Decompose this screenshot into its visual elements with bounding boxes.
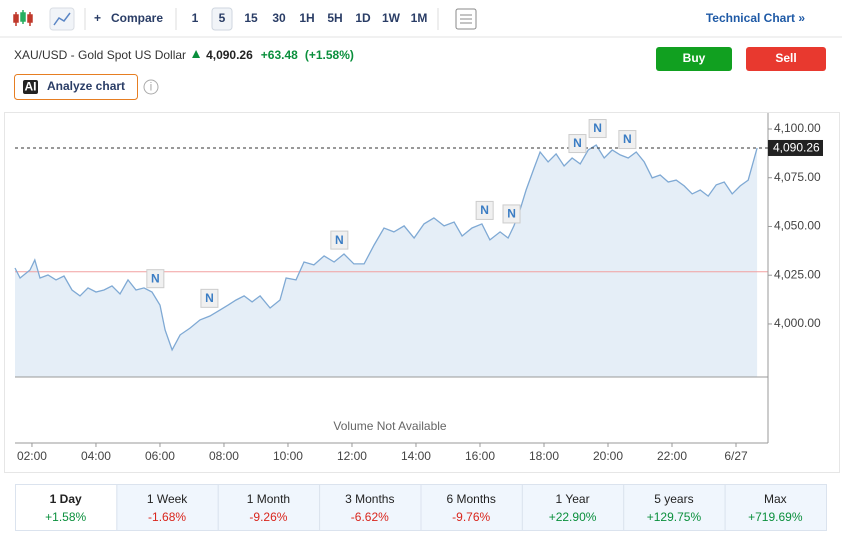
period-cell[interactable]: [724, 484, 827, 531]
news-marker[interactable]: [618, 130, 637, 150]
period-cell[interactable]: [623, 484, 726, 531]
period-change: +22.90%: [549, 510, 597, 524]
period-name: Max: [764, 492, 787, 506]
period-cell[interactable]: [15, 484, 118, 531]
period-name: 1 Week: [147, 492, 188, 506]
y-tick-label: 4,000.00: [774, 316, 821, 330]
period-cell[interactable]: [217, 484, 321, 531]
interval-button[interactable]: 1M: [411, 11, 428, 25]
period-cell[interactable]: [116, 484, 219, 531]
period-name: 1 Month: [247, 492, 290, 506]
news-marker[interactable]: [588, 119, 607, 139]
x-tick-label: 22:00: [657, 449, 687, 463]
x-tick-label: 16:00: [465, 449, 495, 463]
period-change: -6.62%: [351, 510, 389, 524]
period-change: +1.58%: [45, 510, 86, 524]
x-tick-label: 08:00: [209, 449, 239, 463]
x-tick-label: 6/27: [724, 449, 748, 463]
ai-badge-label: AI: [25, 80, 37, 94]
x-tick-label: 20:00: [593, 449, 623, 463]
x-tick-label: 06:00: [145, 449, 175, 463]
interval-button[interactable]: 5H: [327, 11, 342, 25]
plus-icon: +: [94, 11, 101, 25]
analyze-label: Analyze chart: [47, 79, 125, 93]
news-marker-label: N: [623, 132, 632, 146]
interval-button[interactable]: 1W: [382, 11, 401, 25]
news-marker-label: N: [507, 207, 516, 221]
info-icon-glyph: i: [150, 80, 153, 94]
period-name: 6 Months: [447, 492, 496, 506]
period-change: -9.26%: [249, 510, 287, 524]
x-tick-label: 10:00: [273, 449, 303, 463]
chart-frame: [4, 112, 840, 473]
period-name: 3 Months: [345, 492, 394, 506]
x-tick-label: 04:00: [81, 449, 111, 463]
news-marker[interactable]: [146, 269, 165, 289]
analyze-button[interactable]: [14, 74, 138, 100]
interval-button[interactable]: 30: [272, 11, 286, 25]
y-tick-label: 4,050.00: [774, 219, 821, 233]
interval-button[interactable]: 1D: [355, 11, 371, 25]
news-marker-label: N: [151, 271, 160, 285]
ai-badge: [23, 80, 38, 94]
news-marker[interactable]: [475, 200, 494, 220]
up-arrow: [192, 50, 201, 58]
area: [15, 145, 758, 377]
technical-chart-link[interactable]: Technical Chart »: [706, 11, 805, 25]
y-tick-label: 4,075.00: [774, 170, 821, 184]
sell-label: Sell: [775, 51, 796, 65]
price-change: +63.48: [261, 48, 298, 62]
sell-button[interactable]: [746, 47, 826, 71]
period-change: -9.76%: [452, 510, 490, 524]
symbol-name: XAU/USD - Gold Spot US Dollar: [14, 48, 186, 62]
interval-active: [211, 7, 233, 31]
price-line: [14, 144, 758, 352]
compare-button[interactable]: Compare: [111, 11, 163, 25]
x-tick-label: 12:00: [337, 449, 367, 463]
buy-button[interactable]: [656, 47, 732, 71]
x-tick-label: 14:00: [401, 449, 431, 463]
candle-icon[interactable]: [13, 10, 33, 26]
news-marker-label: N: [593, 121, 602, 135]
news-marker-label: N: [205, 291, 214, 305]
volume-note: Volume Not Available: [333, 419, 447, 433]
y-tick-label: 4,025.00: [774, 267, 821, 281]
info-icon[interactable]: [143, 79, 159, 95]
price: 4,090.26: [206, 48, 253, 62]
plot: Investing.com4,000.004,025.004,050.004,0…: [14, 113, 823, 463]
period-name: 1 Day: [50, 492, 82, 506]
period-change: -1.68%: [148, 510, 186, 524]
news-marker[interactable]: [200, 288, 219, 308]
news-marker-label: N: [480, 203, 489, 217]
period-cell[interactable]: [521, 484, 625, 531]
x-tick-label: 02:00: [17, 449, 47, 463]
news-marker[interactable]: [330, 230, 349, 250]
period-name: 5 years: [654, 492, 693, 506]
period-change: +129.75%: [647, 510, 702, 524]
current-price-box: [768, 139, 823, 156]
x-tick-label: 18:00: [529, 449, 559, 463]
y-tick-label: 4,100.00: [774, 121, 821, 135]
area-icon-line: [53, 12, 71, 26]
price-change-pct: (+1.58%): [305, 48, 354, 62]
interval-button[interactable]: 1H: [299, 11, 314, 25]
interval-button[interactable]: 1: [192, 11, 199, 25]
news-marker-label: N: [335, 233, 344, 247]
news-marker[interactable]: [502, 204, 521, 224]
period-name: 1 Year: [556, 492, 590, 506]
interval-button[interactable]: 5: [219, 11, 226, 25]
current-price-label: 4,090.26: [773, 141, 820, 155]
period-change: +719.69%: [748, 510, 803, 524]
period-cell[interactable]: [420, 484, 523, 531]
news-marker[interactable]: [568, 134, 587, 154]
buy-label: Buy: [683, 51, 706, 65]
interval-button[interactable]: 15: [244, 11, 258, 25]
period-cell[interactable]: [319, 484, 422, 531]
news-marker-label: N: [573, 136, 582, 150]
